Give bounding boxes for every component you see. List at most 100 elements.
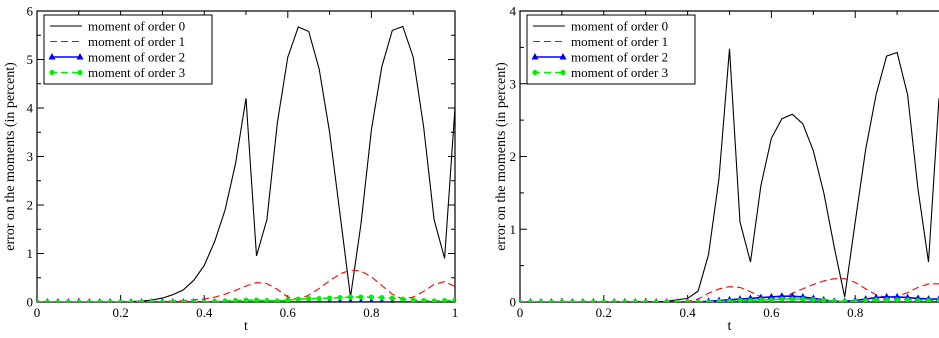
data-point-order-3 bbox=[128, 299, 134, 302]
data-point-order-3 bbox=[253, 297, 260, 302]
data-point-order-3 bbox=[873, 297, 879, 302]
data-point-order-3 bbox=[159, 299, 165, 302]
plot-area bbox=[37, 25, 455, 302]
data-point-order-2 bbox=[893, 292, 901, 300]
x-tick-label: 0.6 bbox=[763, 305, 780, 320]
y-tick-label: 4 bbox=[27, 101, 34, 116]
data-point-order-3 bbox=[601, 299, 607, 302]
data-point-order-3 bbox=[149, 299, 155, 302]
data-point-order-3 bbox=[97, 299, 103, 302]
data-point-order-3 bbox=[925, 297, 932, 302]
data-point-order-3 bbox=[779, 296, 785, 302]
x-tick-label: 0 bbox=[34, 305, 41, 320]
data-point-order-3 bbox=[180, 299, 186, 302]
data-point-order-3 bbox=[789, 296, 795, 302]
data-point-order-3 bbox=[726, 298, 733, 302]
data-point-order-3 bbox=[264, 297, 270, 302]
data-point-order-3 bbox=[520, 299, 523, 302]
x-tick-label: 0.8 bbox=[847, 305, 863, 320]
data-point-order-3 bbox=[695, 299, 701, 302]
legend-marker bbox=[532, 69, 538, 76]
x-tick-label: 0 bbox=[517, 305, 524, 320]
x-axis-label: t bbox=[244, 319, 248, 334]
data-point-order-2 bbox=[358, 298, 364, 302]
chart-panel-right: 0 0.2 0.4 0.6 0.8 0 1 2 3 4 t error on the moments … bbox=[494, 4, 939, 334]
data-point-order-3 bbox=[852, 298, 858, 302]
data-point-order-3 bbox=[685, 299, 691, 302]
data-point-order-3 bbox=[810, 297, 816, 302]
data-point-order-3 bbox=[580, 299, 586, 302]
data-point-order-3 bbox=[527, 299, 534, 302]
x-tick-label: 0.2 bbox=[112, 305, 128, 320]
data-point-order-3 bbox=[285, 297, 291, 302]
x-tick-label: 0.4 bbox=[196, 305, 213, 320]
data-point-order-3 bbox=[295, 296, 301, 302]
chart-panel-left: 0 0.2 0.4 0.6 0.8 1 0 1 2 3 4 5 6 t error on the momen… bbox=[3, 4, 459, 335]
data-point-order-3 bbox=[212, 298, 218, 302]
data-point-order-3 bbox=[201, 299, 207, 302]
data-point-order-3 bbox=[611, 299, 617, 302]
y-tick-label: 4 bbox=[510, 4, 517, 19]
data-point-order-3 bbox=[274, 298, 280, 302]
data-point-order-3 bbox=[389, 295, 395, 301]
y-axis-label: error on the moments (in percent) bbox=[3, 62, 18, 251]
data-point-order-3 bbox=[747, 297, 754, 302]
legend-label-order-0: moment of order 0 bbox=[88, 19, 185, 34]
data-point-order-3 bbox=[441, 297, 448, 302]
legend-label-order-2: moment of order 2 bbox=[88, 50, 185, 65]
data-point-order-3 bbox=[894, 297, 900, 302]
data-point-order-3 bbox=[337, 295, 343, 301]
data-point-order-3 bbox=[538, 299, 544, 302]
data-point-order-3 bbox=[368, 294, 374, 300]
data-point-order-2 bbox=[348, 298, 353, 302]
data-point-order-3 bbox=[191, 299, 197, 302]
x-tick-label: 1 bbox=[452, 305, 459, 320]
y-tick-label: 1 bbox=[27, 246, 34, 261]
data-point-order-3 bbox=[107, 299, 113, 302]
legend-label-order-1: moment of order 1 bbox=[88, 34, 185, 49]
data-point-order-2 bbox=[778, 292, 786, 299]
legend-label-order-1: moment of order 1 bbox=[571, 34, 668, 49]
data-point-order-3 bbox=[431, 298, 437, 302]
data-point-order-3 bbox=[936, 297, 939, 302]
data-point-order-3 bbox=[705, 299, 712, 302]
data-point-order-3 bbox=[622, 299, 628, 302]
data-point-order-3 bbox=[590, 299, 596, 302]
data-point-order-3 bbox=[632, 299, 638, 302]
y-tick-label: 0 bbox=[27, 295, 34, 310]
data-point-order-3 bbox=[737, 297, 743, 302]
data-point-order-2 bbox=[788, 292, 796, 299]
plot-area bbox=[520, 48, 939, 302]
data-point-order-3 bbox=[118, 299, 124, 302]
legend-marker bbox=[76, 53, 84, 60]
y-tick-label: 0 bbox=[510, 295, 517, 310]
data-point-order-3 bbox=[358, 294, 364, 300]
data-point-order-3 bbox=[421, 297, 427, 302]
x-tick-label: 0.8 bbox=[363, 305, 379, 320]
data-point-order-3 bbox=[904, 297, 911, 302]
data-point-order-3 bbox=[232, 297, 239, 302]
data-point-order-3 bbox=[55, 299, 61, 302]
y-axis-label: error on the moments (in percent) bbox=[494, 62, 509, 251]
y-tick-label: 3 bbox=[510, 76, 517, 91]
data-point-order-2 bbox=[767, 292, 775, 300]
y-tick-label: 2 bbox=[510, 149, 517, 164]
legend-label-order-0: moment of order 0 bbox=[571, 19, 668, 34]
y-tick-label: 1 bbox=[510, 222, 517, 237]
data-point-order-3 bbox=[842, 298, 848, 302]
legend-label-order-3: moment of order 3 bbox=[88, 65, 185, 80]
x-axis-label: t bbox=[728, 319, 732, 334]
data-point-order-3 bbox=[222, 298, 228, 302]
legend-marker bbox=[48, 53, 56, 60]
data-point-order-3 bbox=[664, 299, 670, 302]
data-point-order-3 bbox=[643, 299, 649, 302]
data-point-order-3 bbox=[915, 297, 921, 302]
legend-marker bbox=[49, 69, 55, 76]
legend-marker bbox=[560, 69, 566, 76]
data-point-order-3 bbox=[316, 296, 322, 302]
data-point-order-3 bbox=[138, 299, 145, 302]
data-point-order-3 bbox=[559, 299, 565, 302]
data-point-order-3 bbox=[37, 299, 40, 302]
